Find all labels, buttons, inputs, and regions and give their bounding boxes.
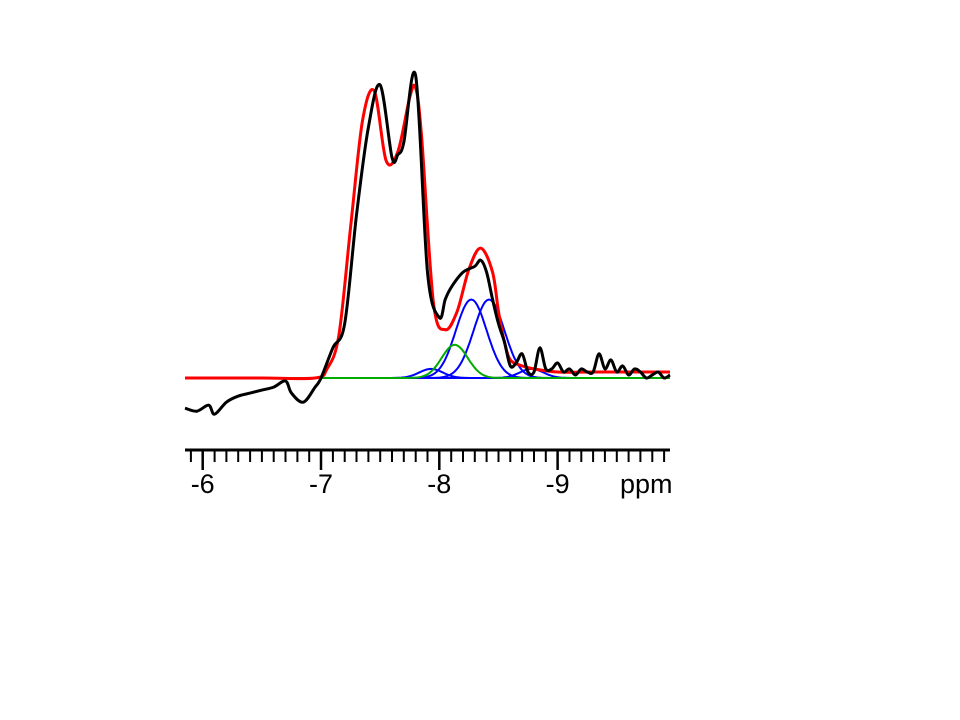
x-axis-tick-label: -6 (191, 469, 215, 499)
series-layer (184, 70, 671, 416)
series-fit-sum-line (184, 83, 670, 381)
x-axis-tick-label: -8 (427, 469, 451, 499)
series-experimental-line (184, 70, 671, 416)
x-axis: -6 -7 -8 -9 (185, 448, 670, 499)
x-axis-tick-label: -7 (309, 469, 333, 499)
x-axis-unit-label: ppm (620, 469, 673, 499)
x-axis-tick-label: -9 (546, 469, 570, 499)
